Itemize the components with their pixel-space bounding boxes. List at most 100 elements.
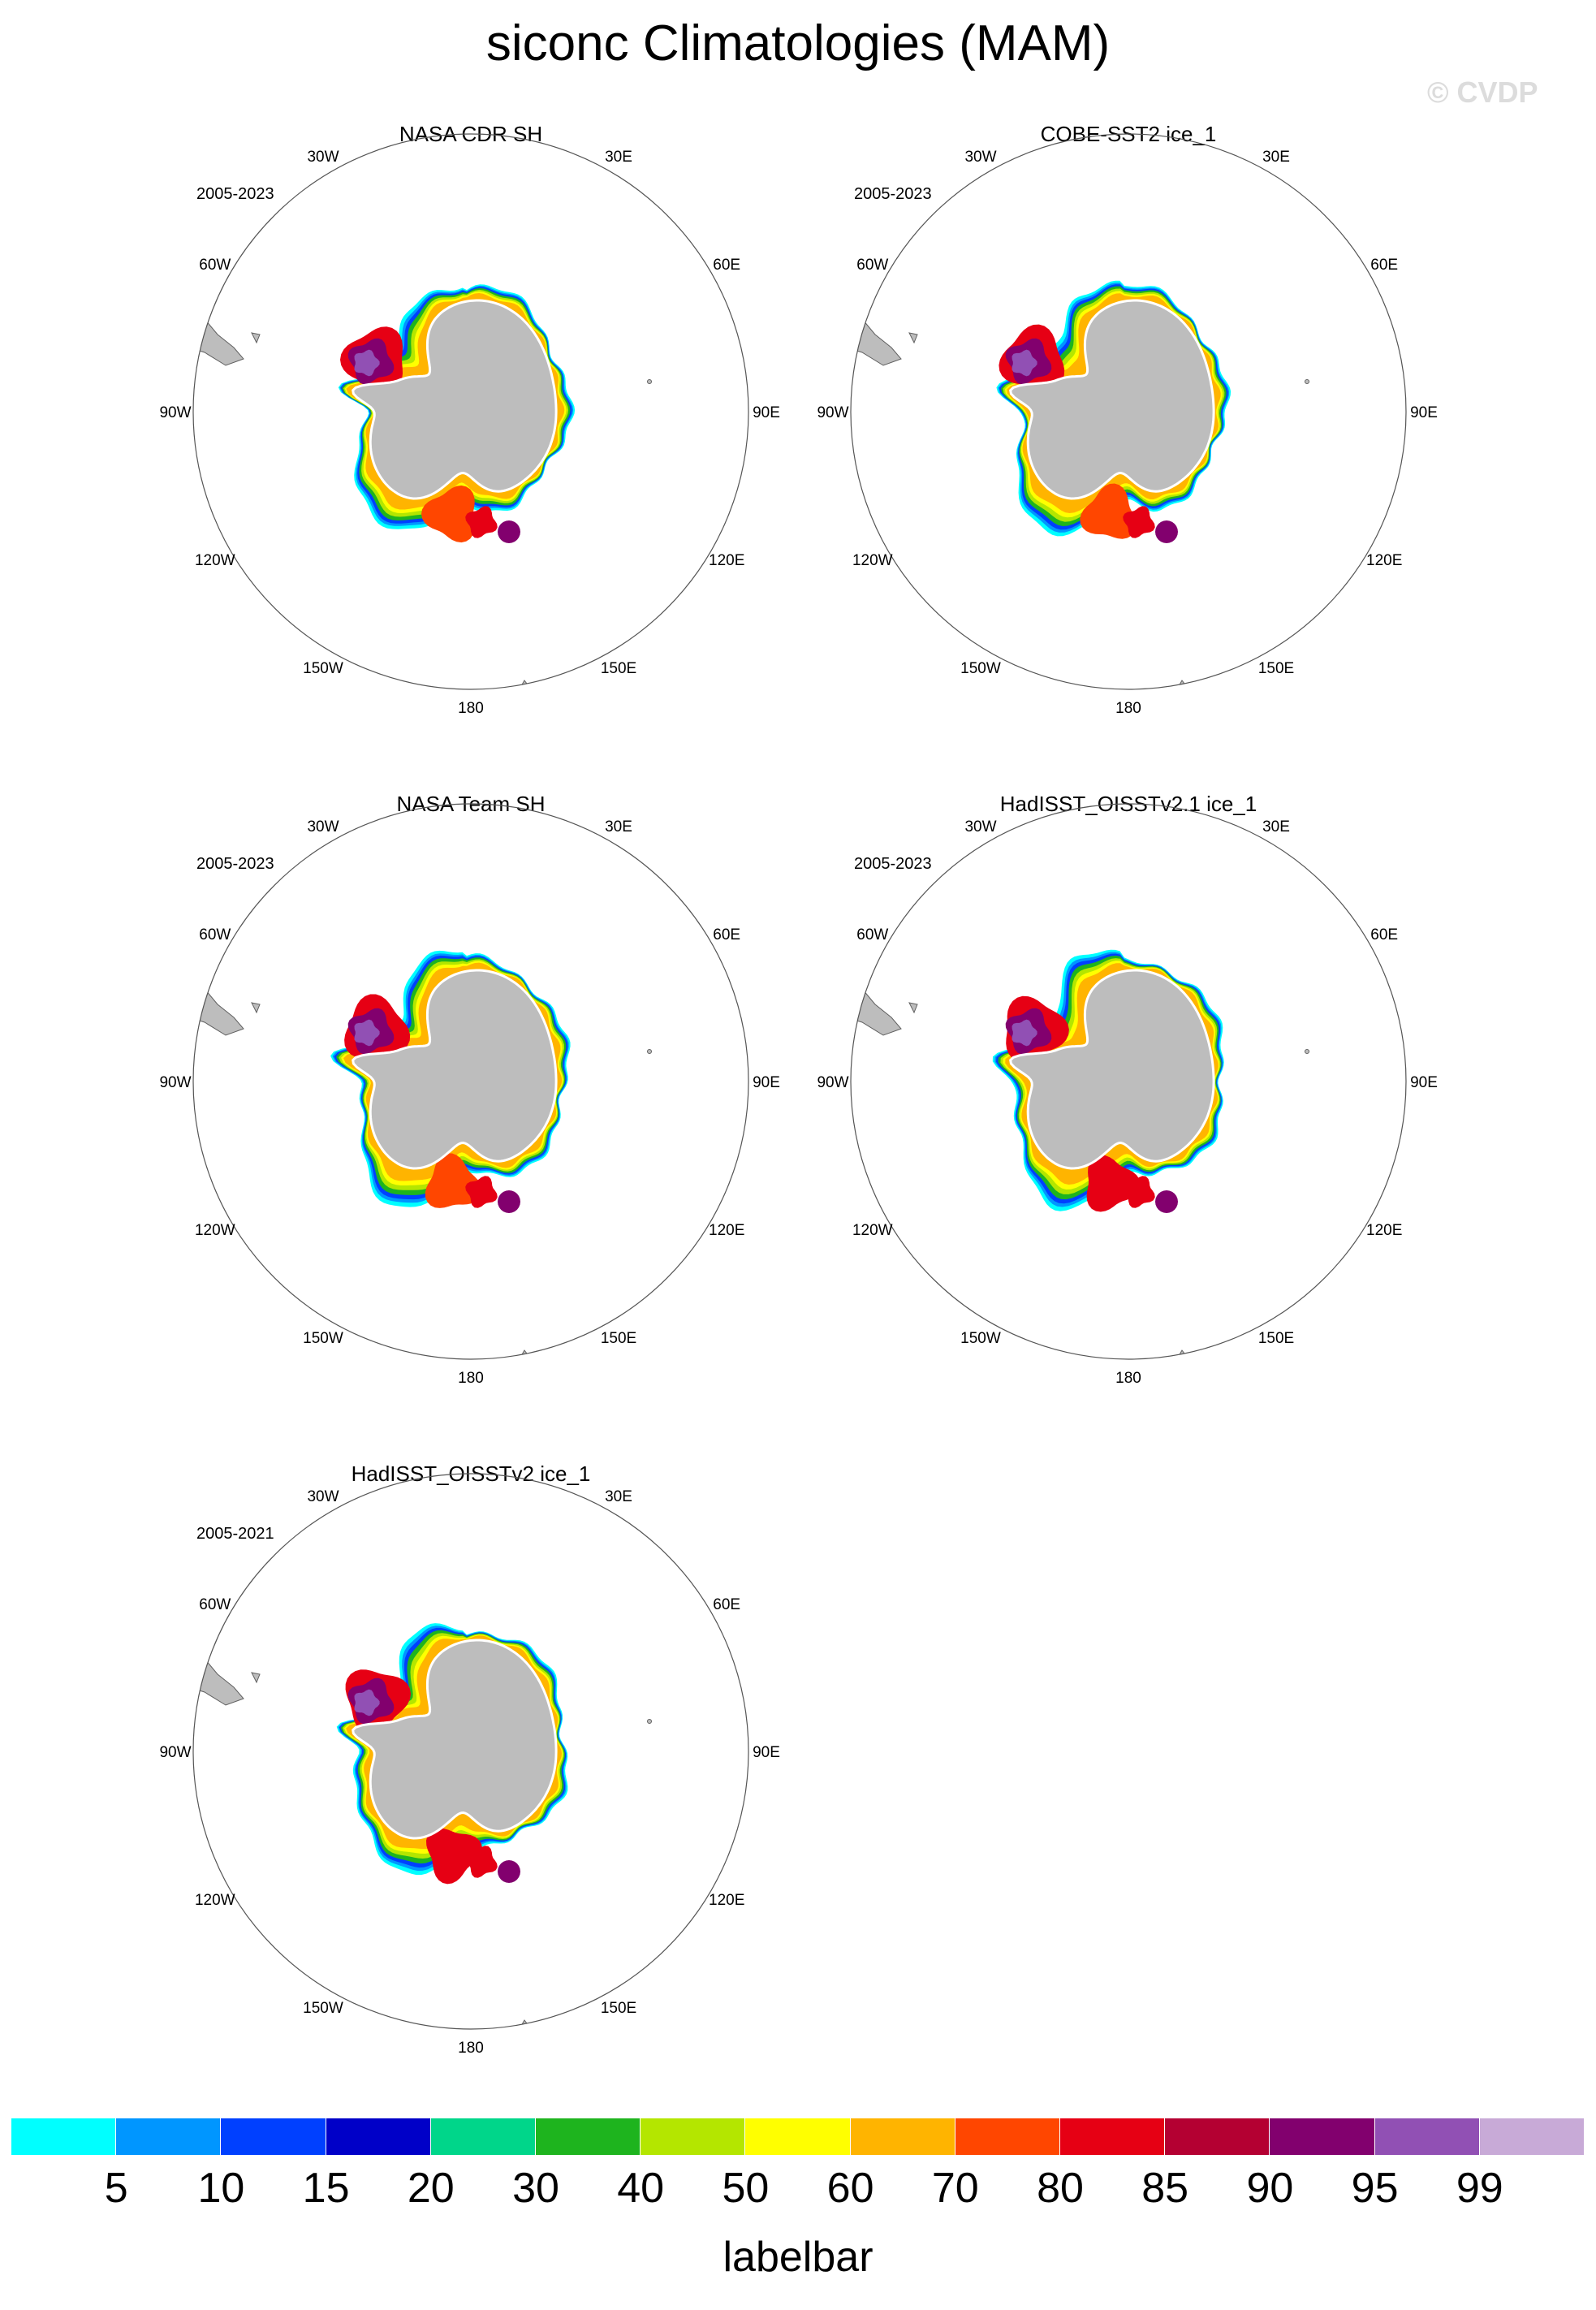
longitude-label: 150W [303,1330,343,1347]
longitude-label: 30W [307,1488,339,1505]
longitude-label: 90E [753,404,780,421]
labelbar-tick-label: 10 [197,2165,245,2212]
longitude-label: 30E [605,818,632,835]
period-label: 2005-2023 [854,855,932,873]
longitude-label: 90E [1410,1074,1438,1091]
longitude-label: 150E [1258,660,1294,677]
kerguelen-island [1305,379,1309,384]
labelbar-color-box [430,2118,537,2155]
labelbar-color-box [536,2118,641,2155]
labelbar-color-box [1060,2118,1166,2155]
labelbar-color-box [955,2118,1061,2155]
antarctica-land [352,1639,558,1840]
sea-ice-band [1012,1019,1037,1047]
labelbar-tick-label: 5 [104,2165,128,2212]
period-label: 2005-2023 [196,855,274,873]
labelbar-color-box [1374,2118,1480,2155]
longitude-label: 120E [1366,1222,1402,1239]
longitude-label: 60E [713,257,740,274]
longitude-label: 90W [159,1074,191,1091]
longitude-label: 120W [195,1222,235,1239]
sea-ice-band [354,1689,380,1716]
new-zealand-land [1154,1349,1188,1359]
kerguelen-island [1305,1049,1309,1054]
sea-ice-band [465,1846,498,1878]
longitude-label: 150W [960,1330,1001,1347]
longitude-label: 30E [605,1488,632,1505]
longitude-label: 90W [159,1744,191,1761]
labelbar-tick-label: 40 [617,2165,665,2212]
map-boundary [850,803,1407,1360]
longitude-label: 120E [709,1892,744,1909]
new-zealand-land [496,2019,530,2029]
polar-map: 0 30E 60E 90E 120E 150E 180 150W 120W 90W 60W 30W [159,792,779,1387]
antarctica-land [352,299,558,500]
longitude-label: 90E [753,1744,780,1761]
new-zealand-land [496,680,530,689]
island-land [251,332,261,344]
labelbar-tick-label: 20 [407,2165,455,2212]
longitude-label: 30W [307,818,339,835]
map-boundary [850,133,1407,690]
polar-map: 0 30E 60E 90E 120E 150E 180 150W 120W 90W 60W 30W [159,122,780,717]
longitude-label: 150W [303,2000,343,2017]
map-panel-nasa-cdr: NASA CDR SH 2005-2023 030E60E90E120E150E… [130,122,812,771]
island-land [251,1002,261,1014]
sea-ice-band [1086,1155,1141,1212]
map-panel-hadisst-oisstv2: HadISST_OISSTv2 ice_1 2005-2021 030E60E9… [130,1462,812,2111]
labelbar-color-box [1165,2118,1270,2155]
longitude-label: 120E [1366,552,1402,569]
tasmania-land [610,2014,632,2029]
longitude-label: 60W [199,257,231,274]
longitude-label: 30E [605,149,632,166]
map-boundary [192,1473,749,2030]
longitude-label: 150E [601,2000,636,2017]
labelbar-tick-label: 99 [1456,2165,1503,2212]
map-boundary [192,803,749,1360]
color-labelbar [11,2118,1585,2155]
labelbar-tick-labels: 5 10 15 20 30 40 50 60 70 80 85 90 95 99 [11,2164,1585,2213]
sea-ice-band [498,1860,520,1883]
sea-ice-band [465,1176,498,1208]
labelbar-tick-label: 60 [826,2165,874,2212]
labelbar-tick-label: 30 [512,2165,559,2212]
south-america-land [851,971,902,1036]
longitude-label: 180 [458,2040,484,2057]
period-label: 2005-2023 [196,185,274,203]
longitude-label: 150E [601,660,636,677]
south-america-land [851,301,902,366]
labelbar-tick-label: 90 [1246,2165,1294,2212]
longitude-label: 60W [199,926,231,943]
sea-ice-band [354,1019,380,1047]
longitude-label: 0 [1124,122,1133,126]
longitude-label: 60W [856,257,888,274]
sea-ice-band [426,1828,483,1885]
longitude-label: 120W [852,552,893,569]
south-america-land [193,301,244,366]
longitude-label: 60W [199,1596,231,1613]
longitude-label: 120W [195,552,235,569]
sea-ice-band [1080,483,1137,539]
sea-ice-band [354,349,380,377]
longitude-label: 90W [817,404,848,421]
sea-ice-band [1155,520,1178,543]
kerguelen-island [647,379,652,384]
south-america-land [193,971,244,1036]
polar-map: 0 30E 60E 90E 120E 150E 180 150W 120W 90W 60W 30W [817,792,1438,1387]
tasmania-land [610,1345,632,1359]
longitude-label: 60W [856,926,888,943]
polar-map: 0 30E 60E 90E 120E 150E 180 150W 120W 90W 60W 30W [817,122,1438,717]
longitude-label: 120E [709,552,744,569]
longitude-label: 90E [1410,404,1438,421]
map-panel-cobe-sst2: COBE-SST2 ice_1 2005-2023 030E60E90E120E… [787,122,1469,771]
cvdp-watermark: © CVDP [1427,76,1538,109]
period-label: 2005-2021 [196,1525,274,1543]
labelbar-title: labelbar [723,2234,873,2281]
labelbar-color-box [116,2118,222,2155]
longitude-label: 0 [467,1462,476,1466]
sea-ice-band [1012,349,1037,377]
longitude-label: 180 [458,700,484,717]
sea-ice-band [498,1190,520,1213]
sea-ice-band [498,520,520,543]
longitude-label: 120W [852,1222,893,1239]
